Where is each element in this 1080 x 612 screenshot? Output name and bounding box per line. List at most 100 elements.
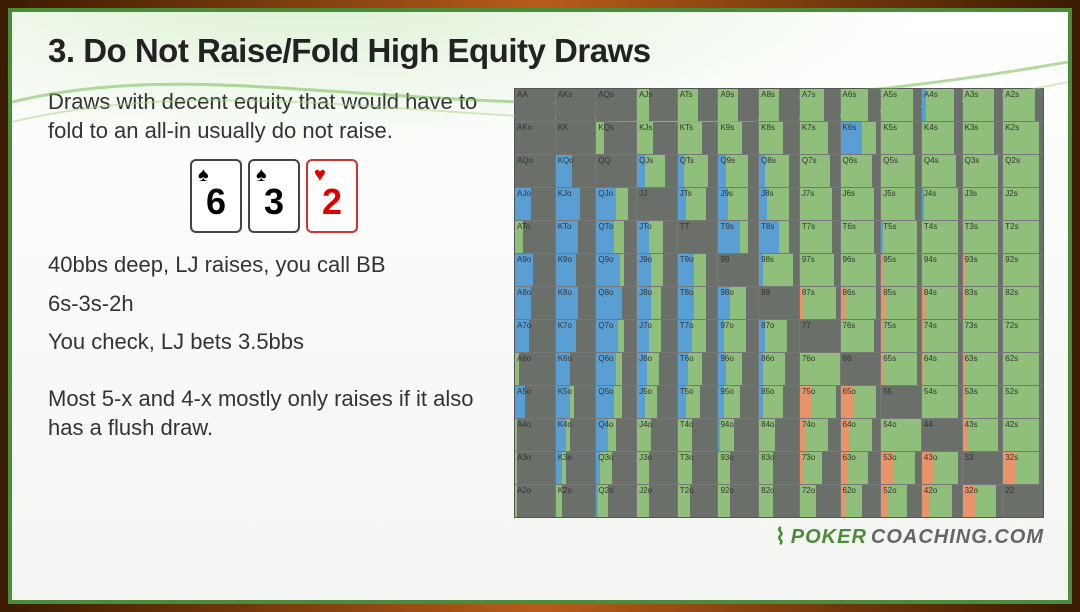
range-segment	[926, 89, 954, 121]
range-grid: AAAKsAQsAJsATsA9sA8sA7sA6sA5sA4sA3sA2sAK…	[514, 88, 1044, 518]
range-segment	[915, 452, 921, 484]
range-cell: JJ	[637, 188, 677, 220]
range-segment	[730, 452, 758, 484]
range-segment	[1039, 155, 1043, 187]
range-segment	[913, 89, 921, 121]
range-cell: 99	[718, 254, 758, 286]
range-segment	[523, 221, 555, 253]
range-segment	[800, 353, 840, 385]
range-segment	[922, 122, 954, 154]
range-segment	[841, 254, 877, 286]
range-segment	[637, 254, 651, 286]
range-segment	[596, 353, 616, 385]
range-segment	[841, 419, 851, 451]
range-segment	[614, 386, 622, 418]
card-rank: 3	[264, 184, 284, 220]
range-segment	[531, 188, 555, 220]
range-segment	[556, 353, 570, 385]
range-cell: ATs	[678, 89, 718, 121]
range-segment	[1003, 353, 1039, 385]
range-segment	[718, 122, 742, 154]
range-cell: 73s	[963, 320, 1003, 352]
range-segment	[783, 122, 799, 154]
range-segment	[556, 89, 596, 121]
range-cell: K3s	[963, 122, 1003, 154]
range-segment	[726, 353, 742, 385]
playing-card: ♠6	[190, 159, 242, 233]
range-segment	[596, 188, 616, 220]
range-segment	[822, 452, 840, 484]
range-segment	[531, 287, 555, 319]
range-cell: K8o	[556, 287, 596, 319]
range-cell: T5o	[678, 386, 718, 418]
range-segment	[854, 386, 876, 418]
range-cell: 86s	[841, 287, 881, 319]
range-segment	[763, 353, 785, 385]
range-cell: 83s	[963, 287, 1003, 319]
range-cell: 83o	[759, 452, 799, 484]
range-segment	[576, 320, 596, 352]
range-segment	[800, 485, 816, 517]
range-segment	[1003, 452, 1015, 484]
range-cell: K7o	[556, 320, 596, 352]
range-cell: Q2o	[596, 485, 636, 517]
range-cell: 94s	[922, 254, 962, 286]
range-segment	[1039, 122, 1043, 154]
range-segment	[622, 353, 636, 385]
range-segment	[924, 353, 958, 385]
range-segment	[678, 89, 698, 121]
range-segment	[616, 419, 636, 451]
range-cell: T8s	[759, 221, 799, 253]
range-segment	[608, 485, 636, 517]
range-cell: QTo	[596, 221, 636, 253]
range-segment	[663, 221, 677, 253]
range-cell: K9s	[718, 122, 758, 154]
range-segment	[789, 188, 799, 220]
range-segment	[690, 485, 718, 517]
range-segment	[649, 320, 661, 352]
range-cell: JTo	[637, 221, 677, 253]
range-cell: A4s	[922, 89, 962, 121]
logo-swish-icon: ⌇	[775, 524, 787, 550]
range-segment	[845, 485, 863, 517]
range-cell: 66	[841, 353, 881, 385]
range-segment	[718, 485, 730, 517]
range-segment	[958, 254, 962, 286]
playing-card: ♥2	[306, 159, 358, 233]
range-cell: 63o	[841, 452, 881, 484]
range-cell: 75s	[881, 320, 921, 352]
range-segment	[783, 386, 799, 418]
range-cell: T9s	[718, 221, 758, 253]
scenario-line-2: 6s-3s-2h	[48, 290, 500, 319]
range-segment	[659, 353, 677, 385]
range-cell: 44	[922, 419, 962, 451]
range-segment	[965, 386, 999, 418]
range-segment	[1035, 89, 1043, 121]
range-segment	[678, 419, 692, 451]
range-segment	[562, 485, 596, 517]
range-segment	[1039, 320, 1043, 352]
range-cell: 55	[881, 386, 921, 418]
range-cell: 93o	[718, 452, 758, 484]
range-segment	[596, 89, 636, 121]
scenario-line-1: 40bbs deep, LJ raises, you call BB	[48, 251, 500, 280]
playing-card: ♠3	[248, 159, 300, 233]
range-segment	[1003, 320, 1039, 352]
range-cell: KJo	[556, 188, 596, 220]
card-suit: ♥	[314, 165, 326, 185]
range-cell: A8o	[515, 287, 555, 319]
range-segment	[678, 188, 686, 220]
range-cell: 64o	[841, 419, 881, 451]
range-cell: 32s	[1003, 452, 1043, 484]
range-cell: A4o	[515, 419, 555, 451]
range-segment	[1039, 353, 1043, 385]
range-cell: 54s	[922, 386, 962, 418]
range-cell: J9o	[637, 254, 677, 286]
range-cell: K4s	[922, 122, 962, 154]
range-segment	[965, 254, 999, 286]
range-segment	[649, 485, 677, 517]
range-segment	[637, 386, 645, 418]
range-cell: J2o	[637, 485, 677, 517]
range-cell: 74s	[922, 320, 962, 352]
range-segment	[678, 353, 688, 385]
